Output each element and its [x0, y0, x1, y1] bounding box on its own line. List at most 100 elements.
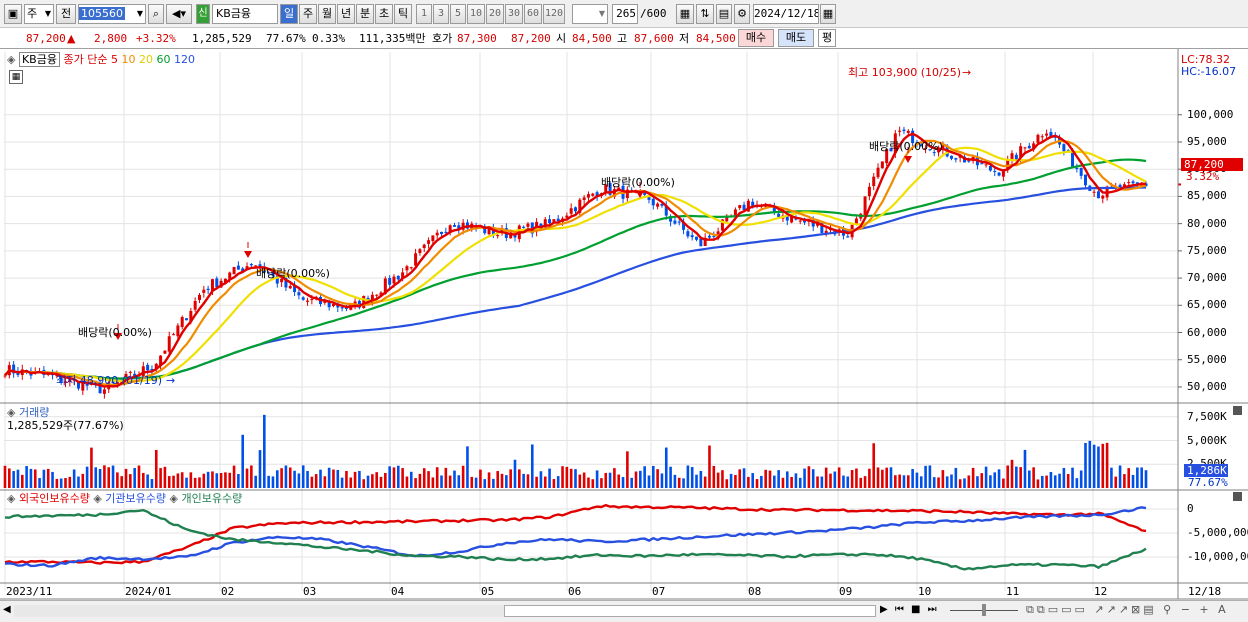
volume-bar	[237, 473, 240, 488]
candle-body	[202, 289, 206, 293]
volume-bar	[1049, 471, 1053, 488]
volume-bar	[881, 469, 884, 488]
period-button-3[interactable]: 년	[337, 4, 355, 24]
volume-bar	[453, 470, 456, 488]
search-icon[interactable]: ⌕	[148, 4, 164, 24]
volume-bar	[716, 472, 720, 488]
volume-bar	[189, 472, 193, 488]
window-icon[interactable]: ▣	[4, 4, 22, 24]
candle-body	[210, 279, 214, 292]
candle-body	[863, 196, 867, 216]
range-button-1[interactable]: 1	[416, 4, 432, 24]
period-button-1[interactable]: 주	[299, 4, 317, 24]
collapse-icon[interactable]: ◈	[7, 406, 16, 419]
candle-body	[245, 266, 249, 270]
code-input[interactable]: 105560 ▼	[78, 4, 146, 24]
collapse-icon[interactable]: ◈	[7, 53, 16, 66]
volume-bar	[582, 472, 586, 488]
zoom-slider-handle[interactable]	[982, 604, 986, 616]
panel-close-icon[interactable]	[1233, 406, 1242, 415]
volume-bar	[889, 467, 893, 488]
candle-body	[115, 381, 119, 385]
volume-bar	[829, 473, 832, 488]
speaker-icon[interactable]: ◀▾	[166, 4, 192, 24]
calculator-icon[interactable]: ▦	[9, 70, 23, 84]
candle-body	[357, 300, 361, 308]
buy-button[interactable]: 매수	[738, 29, 774, 47]
scrollbar-thumb[interactable]	[504, 605, 876, 617]
volume-bar	[250, 465, 253, 488]
volume-bar	[803, 468, 806, 488]
candle-body	[543, 219, 547, 228]
volume-bar	[855, 468, 858, 488]
bid-label: 호가	[432, 32, 453, 45]
volume-bar	[682, 478, 685, 488]
volume-bar	[1053, 475, 1057, 488]
candle-body	[893, 133, 897, 154]
period-button-4[interactable]: 분	[356, 4, 374, 24]
volume-bar	[353, 471, 357, 488]
volume-bar	[928, 465, 932, 488]
candle-body	[950, 155, 954, 159]
volume-bar	[794, 473, 798, 488]
candle-body	[664, 205, 668, 216]
period-button-2[interactable]: 월	[318, 4, 336, 24]
collapse-icon[interactable]: ◈	[93, 492, 102, 505]
volume-bar	[1136, 467, 1139, 488]
volume-bar	[422, 468, 426, 488]
range-select[interactable]: ▼	[572, 4, 608, 24]
play-controls[interactable]: ▶ ⏮ ■ ⏭	[880, 604, 939, 615]
tool-icons[interactable]: ⧉⧉▭▭▭ ↗↗↗⊠▤ ⚲ − + A	[1026, 603, 1229, 616]
sell-button[interactable]: 매도	[778, 29, 814, 47]
volume-bar	[288, 467, 292, 488]
volume-bar	[811, 469, 815, 488]
mode-select[interactable]: 주 ▼	[24, 4, 54, 24]
legend-ma5: 5	[110, 53, 118, 66]
stock-chart[interactable]	[0, 49, 1248, 621]
volume-bar	[358, 470, 361, 488]
period-button-6[interactable]: 틱	[394, 4, 412, 24]
volume-bar	[522, 473, 525, 488]
scroll-left-icon[interactable]: ◀	[3, 604, 11, 615]
collapse-icon[interactable]: ◈	[7, 492, 16, 505]
grid-icon[interactable]: ▦	[676, 4, 694, 24]
range-button-3[interactable]: 3	[433, 4, 449, 24]
candle-body	[452, 225, 456, 227]
volume-bar	[142, 472, 145, 488]
volume-bar	[837, 467, 841, 488]
volume-bar	[219, 472, 223, 488]
range-button-30[interactable]: 30	[505, 4, 523, 24]
volume-bar	[362, 479, 366, 488]
horizontal-scrollbar[interactable]	[14, 605, 876, 617]
eval-button[interactable]: 평	[818, 29, 836, 47]
range-button-20[interactable]: 20	[486, 4, 504, 24]
volume-bar	[16, 469, 20, 488]
compare-icon[interactable]: ⇅	[696, 4, 714, 24]
candle-body	[448, 225, 452, 233]
volume-bar	[293, 470, 296, 488]
range-button-5[interactable]: 5	[450, 4, 466, 24]
gear-icon[interactable]: ⚙	[734, 4, 750, 24]
date-input[interactable]: 2024/12/18	[753, 4, 819, 24]
candle-body	[824, 230, 828, 234]
panel-close-icon[interactable]	[1233, 492, 1242, 501]
range-button-120[interactable]: 120	[543, 4, 565, 24]
count-input[interactable]: 265	[612, 4, 638, 24]
stock-name-field[interactable]: KB금융	[212, 4, 278, 24]
volume-bar	[349, 477, 353, 488]
range-button-10[interactable]: 10	[467, 4, 485, 24]
volume-bar	[487, 472, 491, 488]
volume-bar	[55, 478, 59, 488]
volume-bar	[643, 466, 646, 488]
collapse-icon[interactable]: ◈	[169, 492, 178, 505]
date-tick-label: 08	[748, 585, 762, 598]
candle-body	[76, 381, 80, 389]
save-icon[interactable]: ▤	[716, 4, 732, 24]
calendar-icon[interactable]: ▦	[820, 4, 836, 24]
candle-body	[267, 272, 271, 274]
period-button-5[interactable]: 초	[375, 4, 393, 24]
prefix-button[interactable]: 전	[56, 4, 76, 24]
volume-bar	[587, 477, 590, 488]
range-button-60[interactable]: 60	[524, 4, 542, 24]
period-button-0[interactable]: 일	[280, 4, 298, 24]
